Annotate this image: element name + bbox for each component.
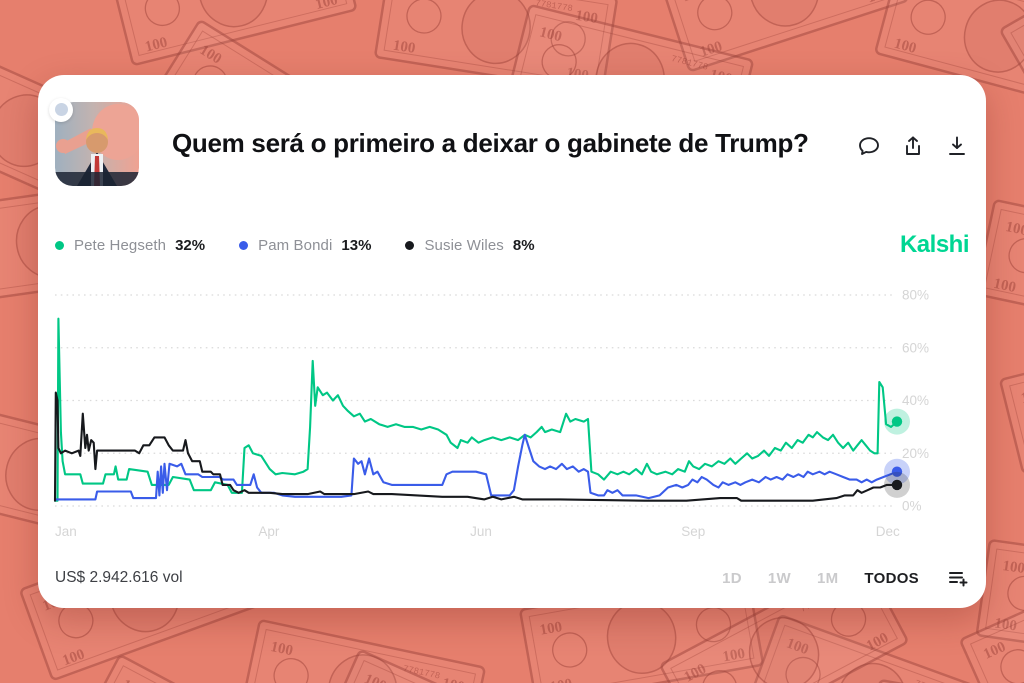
svg-text:100: 100 bbox=[721, 646, 746, 666]
x-tick-label: Apr bbox=[258, 524, 280, 539]
svg-text:100: 100 bbox=[362, 671, 389, 683]
legend-swatch-green bbox=[55, 240, 64, 250]
legend-item-pam-bondi: Pam Bondi 13% bbox=[239, 237, 371, 254]
download-icon bbox=[949, 136, 965, 155]
chart-legend: Pete Hegseth 32% Pam Bondi 13% Susie Wil… bbox=[55, 230, 970, 260]
range-button-1w[interactable]: 1W bbox=[767, 569, 791, 587]
svg-text:100: 100 bbox=[1004, 219, 1024, 239]
svg-text:100: 100 bbox=[992, 276, 1017, 296]
share-button[interactable] bbox=[901, 134, 925, 158]
y-tick-label: 0% bbox=[902, 499, 922, 514]
svg-text:100: 100 bbox=[680, 0, 706, 5]
dollar-bill: 100 100 100 100 7781778 bbox=[75, 655, 323, 683]
legend-item-susie-wiles: Susie Wiles 8% bbox=[405, 236, 535, 254]
dollar-bill: 100 100 100 100 7781778 bbox=[960, 546, 1024, 683]
legend-value: 8% bbox=[512, 236, 535, 254]
chart-svg: 0% 20% 40% 60% 80% Jan Apr Jun Sep Dec bbox=[53, 288, 929, 539]
svg-text:100: 100 bbox=[1022, 25, 1024, 50]
playlist-add-icon[interactable] bbox=[947, 567, 969, 589]
dollar-bill: 100 100 100 100 7781778 bbox=[875, 0, 1024, 113]
x-tick-label: Jan bbox=[55, 524, 77, 539]
svg-text:100: 100 bbox=[60, 646, 87, 669]
x-tick-label: Sep bbox=[681, 524, 705, 539]
legend-name: Pete Hegseth bbox=[74, 236, 167, 254]
card-header: Quem será o primeiro a deixar o gabinete… bbox=[49, 98, 969, 188]
svg-text:100: 100 bbox=[539, 619, 564, 639]
dollar-bill: 100 100 100 100 7781778 bbox=[109, 0, 357, 66]
svg-text:100: 100 bbox=[574, 8, 599, 27]
y-tick-label: 40% bbox=[902, 393, 929, 408]
card-footer: US$ 2.942.616 vol 1D 1W 1M TODOS bbox=[55, 563, 969, 593]
end-marker-dot bbox=[891, 416, 903, 427]
svg-text:100: 100 bbox=[549, 676, 574, 683]
end-marker-dot bbox=[891, 479, 903, 491]
legend-item-pete-hegseth: Pete Hegseth 32% bbox=[55, 237, 205, 254]
svg-text:100: 100 bbox=[1019, 386, 1024, 407]
legend-value: 13% bbox=[341, 236, 372, 254]
kalshi-logo[interactable]: Kalshi bbox=[899, 231, 970, 258]
download-button[interactable] bbox=[945, 134, 969, 158]
legend-swatch-black bbox=[405, 240, 415, 250]
svg-text:100: 100 bbox=[865, 0, 891, 6]
avatar-badge-icon bbox=[49, 98, 73, 122]
x-tick-label: Jun bbox=[470, 524, 492, 539]
trump-photo bbox=[55, 102, 139, 186]
comment-button[interactable] bbox=[857, 134, 881, 158]
dollar-bill: 100 100 100 100 7781778 bbox=[1000, 0, 1024, 113]
x-tick-label: Dec bbox=[876, 524, 900, 539]
series-line-pam-bondi bbox=[53, 433, 899, 501]
market-avatar bbox=[49, 98, 139, 186]
y-tick-label: 80% bbox=[902, 288, 929, 303]
svg-text:100: 100 bbox=[993, 616, 1018, 635]
legend-swatch-blue bbox=[239, 240, 249, 250]
svg-text:100: 100 bbox=[784, 636, 811, 659]
end-marker-dot bbox=[891, 466, 903, 477]
range-button-todos[interactable]: TODOS bbox=[864, 569, 919, 587]
svg-text:100: 100 bbox=[538, 24, 564, 45]
dollar-bill: 100 100 100 100 7781778 bbox=[374, 0, 618, 94]
svg-text:100: 100 bbox=[1001, 558, 1024, 577]
range-button-1d[interactable]: 1D bbox=[722, 569, 742, 587]
volume-label: US$ 2.942.616 vol bbox=[55, 569, 183, 586]
svg-text:100: 100 bbox=[269, 639, 294, 659]
range-button-1m[interactable]: 1M bbox=[816, 569, 839, 587]
price-chart[interactable]: 0% 20% 40% 60% 80% Jan Apr Jun Sep Dec bbox=[38, 280, 986, 542]
dollar-bill: 100 100 100 100 7781778 bbox=[321, 650, 570, 683]
market-card: Quem será o primeiro a deixar o gabinete… bbox=[38, 75, 986, 608]
header-actions bbox=[857, 134, 969, 158]
series-line-pete-hegseth bbox=[53, 317, 899, 502]
dollar-bill: 100 100 100 100 7781778 bbox=[999, 324, 1024, 474]
svg-text:100: 100 bbox=[441, 675, 466, 683]
legend-value: 32% bbox=[175, 236, 206, 254]
share-icon bbox=[906, 136, 920, 155]
series-line-susie-wiles bbox=[53, 391, 899, 502]
svg-text:100: 100 bbox=[392, 38, 417, 57]
y-tick-label: 60% bbox=[902, 340, 929, 355]
svg-text:100: 100 bbox=[119, 677, 146, 683]
y-tick-label: 20% bbox=[902, 446, 929, 461]
svg-text:100: 100 bbox=[892, 36, 918, 57]
market-question-title: Quem será o primeiro a deixar o gabinete… bbox=[172, 128, 809, 159]
range-selector: 1D 1W 1M TODOS bbox=[722, 567, 969, 589]
legend-name: Susie Wiles bbox=[424, 236, 504, 254]
svg-text:100: 100 bbox=[143, 34, 169, 55]
legend-name: Pam Bondi bbox=[258, 236, 333, 254]
comment-icon bbox=[859, 137, 879, 155]
